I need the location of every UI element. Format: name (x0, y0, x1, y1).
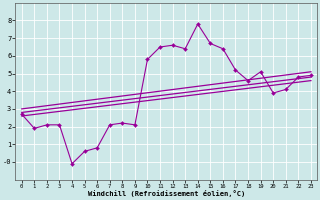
X-axis label: Windchill (Refroidissement éolien,°C): Windchill (Refroidissement éolien,°C) (88, 190, 245, 197)
